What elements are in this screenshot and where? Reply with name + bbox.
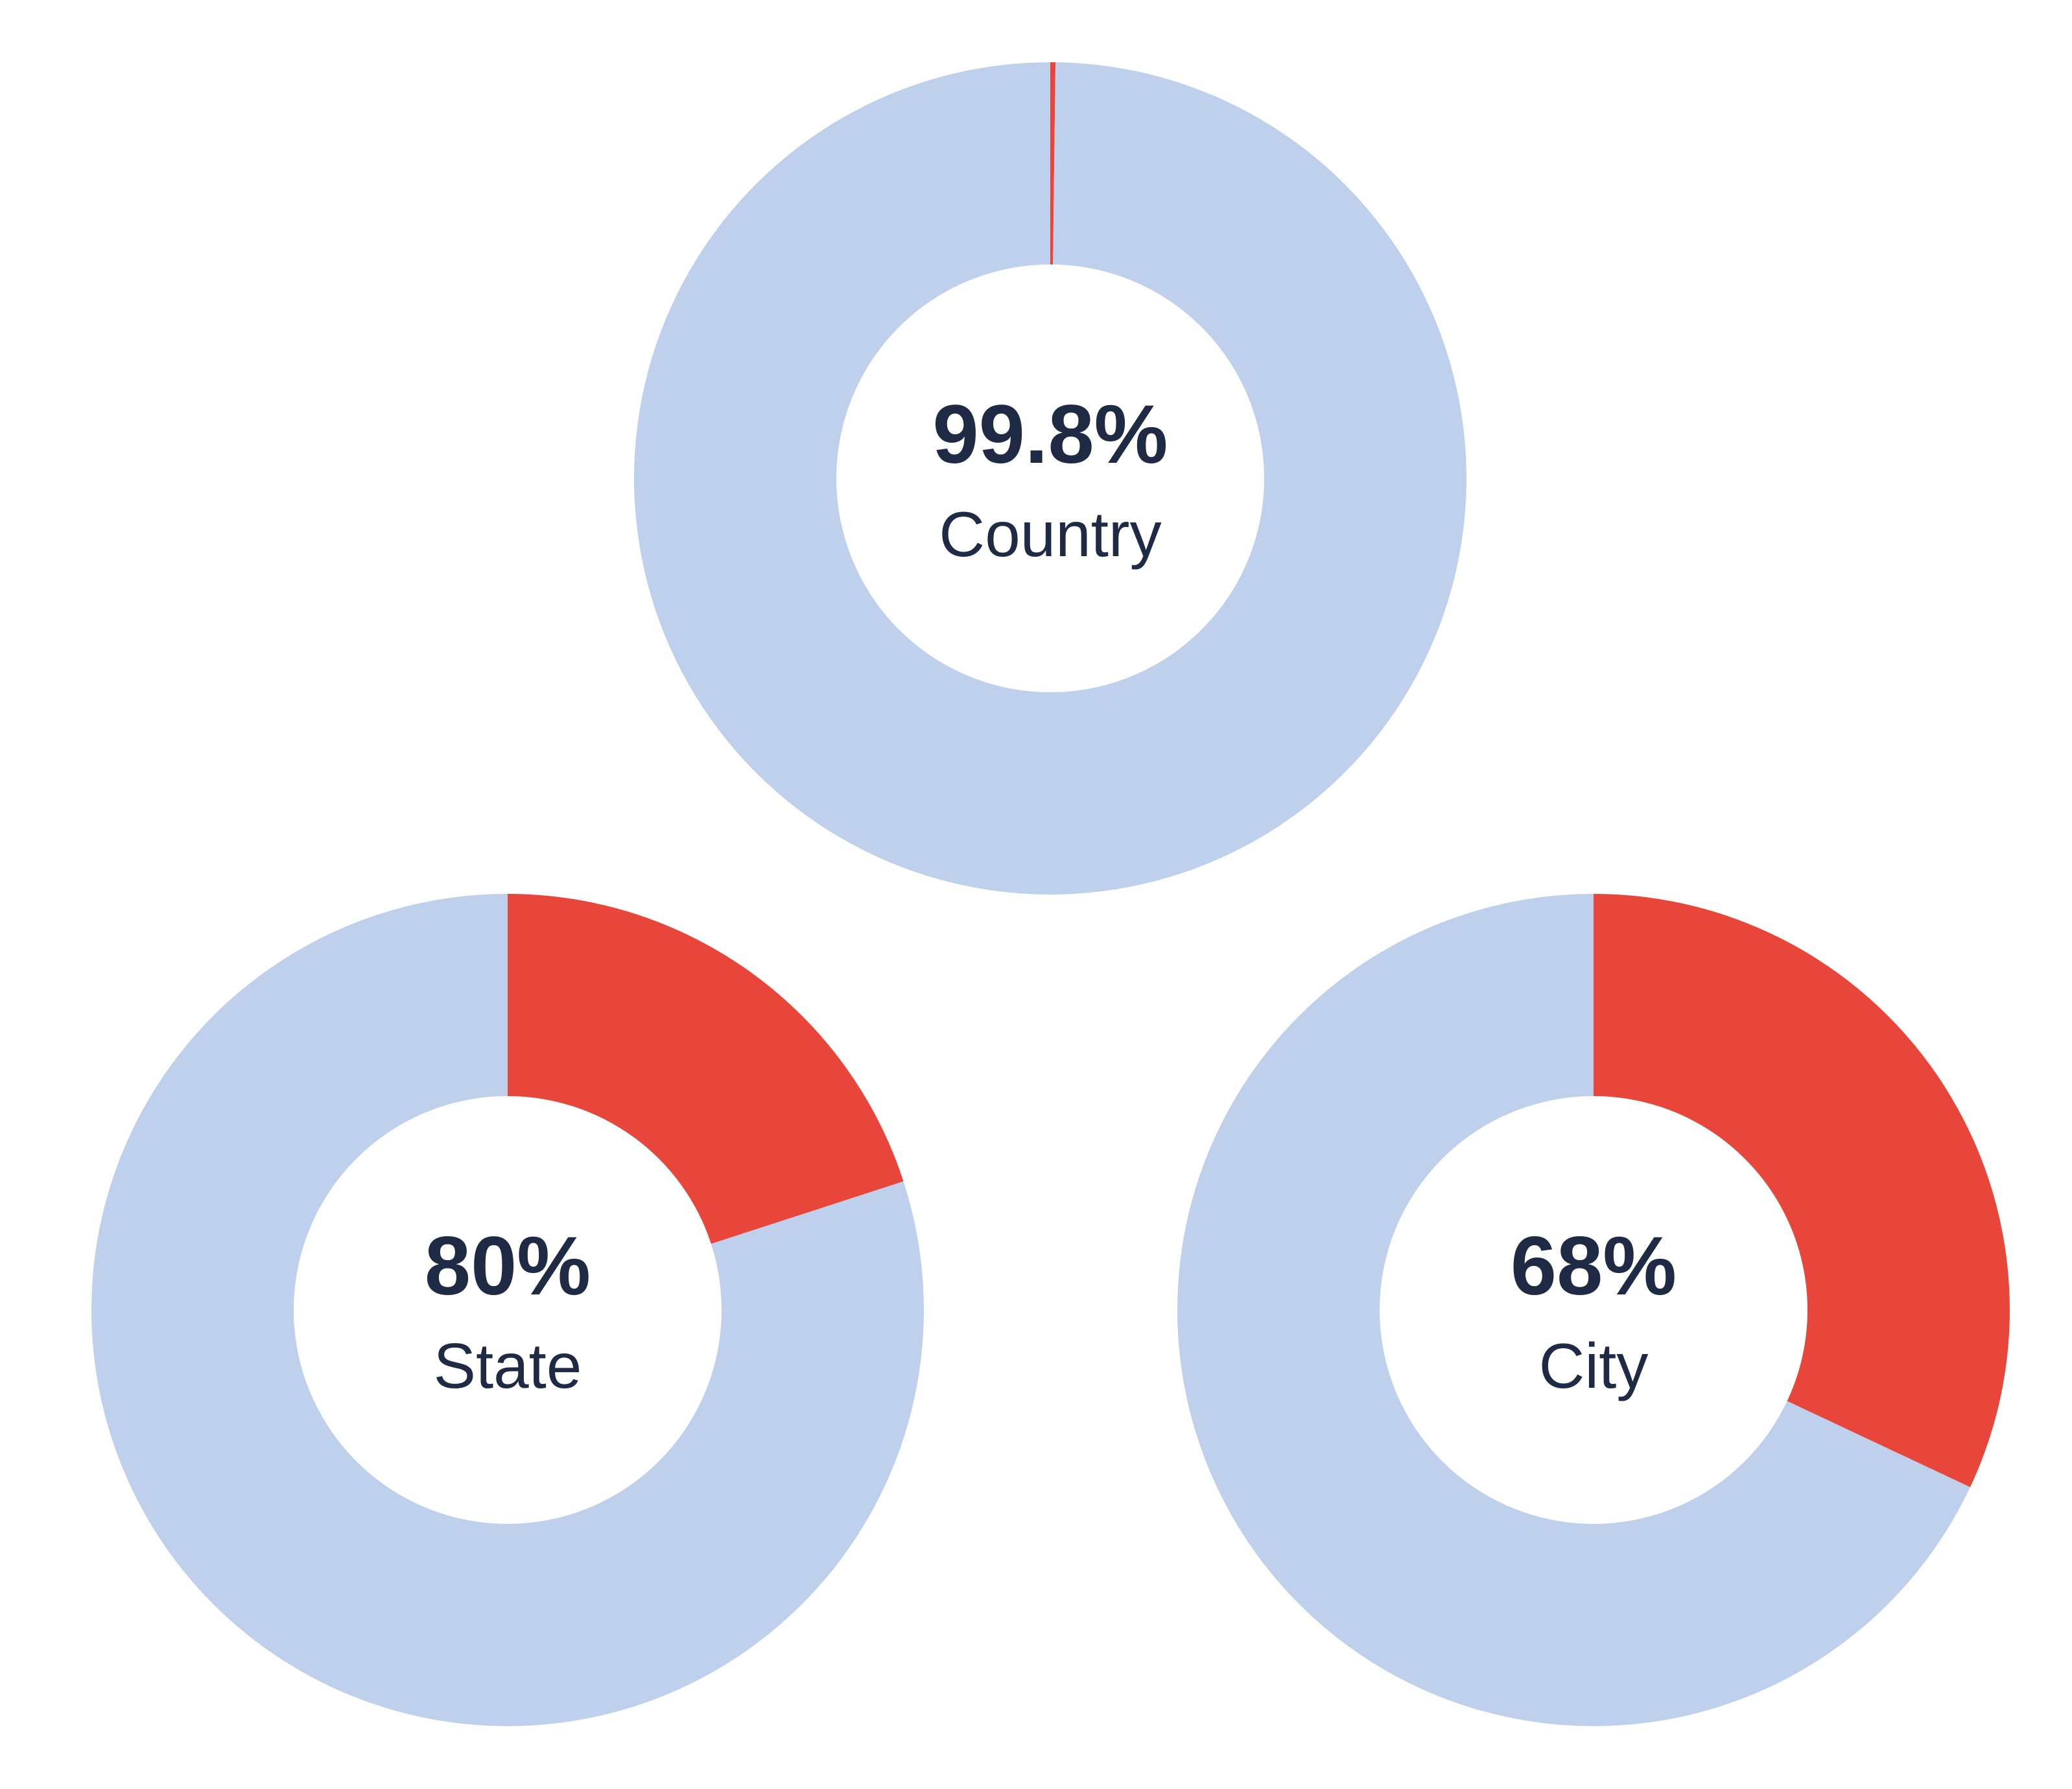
- center-value: 68%: [1511, 1220, 1677, 1313]
- donut-segment: [1050, 62, 1056, 265]
- center-label: Country: [939, 498, 1161, 570]
- donut-segment: [633, 62, 1466, 895]
- center-value: 80%: [425, 1220, 591, 1313]
- center-label: City: [1539, 1330, 1649, 1401]
- center-value: 99.8%: [933, 388, 1168, 481]
- donut-segment: [1177, 894, 1970, 1726]
- donut-segment: [1594, 894, 2010, 1488]
- center-label: State: [434, 1330, 582, 1401]
- donut-segment: [508, 894, 904, 1245]
- donut-segment: [91, 893, 924, 1726]
